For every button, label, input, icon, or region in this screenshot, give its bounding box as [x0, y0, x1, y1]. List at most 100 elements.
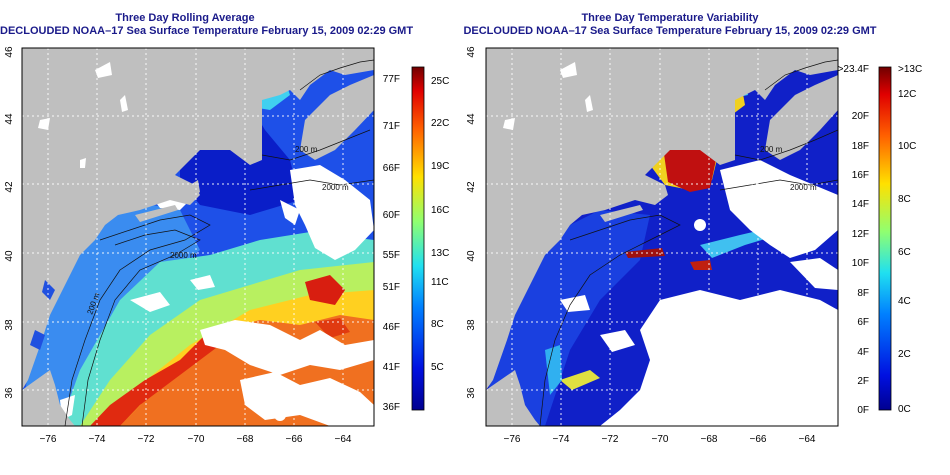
- left-grid: [22, 48, 374, 426]
- left-contour-label-200m-a: 200 m: [295, 145, 318, 154]
- left-y-tick: 44: [4, 113, 15, 125]
- left-x-tick: −70: [188, 434, 205, 445]
- left-x-axis: −76 −74 −72 −70 −68 −66 −64: [40, 434, 352, 445]
- left-cb-c-label: 13C: [431, 248, 449, 259]
- right-cb-c-label: 0C: [898, 404, 911, 415]
- right-y-tick: 38: [466, 319, 477, 331]
- left-cb-f-label: 36F: [383, 402, 400, 413]
- right-cb-c-label: 12C: [898, 89, 916, 100]
- right-land-long-island: [600, 205, 643, 222]
- left-land-long-island: [135, 205, 178, 222]
- right-cb-f-label: 4F: [857, 347, 869, 358]
- left-cb-f-label: 55F: [383, 250, 400, 261]
- left-land-mainland: [22, 48, 374, 390]
- left-x-tick: −72: [138, 434, 155, 445]
- right-front-streak-3: [700, 228, 775, 258]
- right-cb-f-label: 0F: [857, 405, 869, 416]
- left-y-tick: 36: [4, 387, 15, 399]
- left-warm-eddy-2: [315, 318, 350, 338]
- right-colorbar-gradient: [878, 66, 892, 411]
- left-contour-label-2000m-b: 2000 m: [170, 251, 197, 260]
- left-cb-c-label: 8C: [431, 319, 444, 330]
- right-x-axis: −76 −74 −72 −70 −68 −66 −64: [504, 434, 816, 445]
- right-cb-c-label: 10C: [898, 141, 916, 152]
- left-map: 200 m 2000 m 200 m 2000 m: [22, 48, 374, 426]
- right-front-streak-2: [690, 260, 712, 270]
- left-cb-c-label: 11C: [431, 277, 449, 288]
- right-cyan-trail: [545, 345, 562, 395]
- right-title: Three Day Temperature Variability DECLOU…: [400, 12, 940, 38]
- left-y-tick: 42: [4, 181, 15, 193]
- left-y-tick: 46: [4, 46, 15, 58]
- right-cb-f-label: 16F: [852, 170, 869, 181]
- left-land-nova-scotia: [300, 75, 374, 160]
- right-cb-c-label: >13C: [898, 64, 922, 75]
- right-y-tick: 44: [466, 113, 477, 125]
- left-cb-c-label: 22C: [431, 118, 449, 129]
- left-cb-c-label: 16C: [431, 205, 449, 216]
- left-cb-c-label: 5C: [431, 362, 444, 373]
- right-y-tick: 40: [466, 250, 477, 262]
- left-x-tick: −66: [286, 434, 303, 445]
- right-colorbar: >23.4F 20F 18F 16F 14F 12F 10F 8F 6F 4F …: [838, 64, 923, 416]
- right-cb-c-label: 6C: [898, 247, 911, 258]
- left-cb-f-label: 77F: [383, 74, 400, 85]
- left-x-tick: −64: [335, 434, 352, 445]
- right-y-tick: 36: [466, 387, 477, 399]
- right-cb-f-label: 6F: [857, 317, 869, 328]
- right-land-nova-scotia: [765, 75, 838, 160]
- right-cb-c-label: 2C: [898, 349, 911, 360]
- left-map-frame: [21, 47, 375, 427]
- right-cb-f-label: 12F: [852, 229, 869, 240]
- left-cb-f-label: 41F: [383, 362, 400, 373]
- right-cb-f-label: 20F: [852, 111, 869, 122]
- left-cb-f-label: 60F: [383, 210, 400, 221]
- right-map: 200 m 2000 m: [486, 48, 838, 426]
- right-front-streak: [625, 248, 665, 258]
- left-bays: [30, 280, 55, 350]
- left-cb-f-label: 71F: [383, 121, 400, 132]
- right-x-tick: −68: [701, 434, 718, 445]
- right-contours: [539, 59, 838, 426]
- right-land-southern: [486, 370, 540, 426]
- left-colorbar-gradient: [411, 66, 425, 411]
- right-y-axis: 46 44 42 40 38 36: [466, 46, 477, 399]
- left-y-axis: 46 44 42 40 38 36: [4, 46, 15, 399]
- left-colorbar: 77F 71F 66F 60F 55F 51F 46F 41F 36F 25C …: [383, 66, 449, 413]
- right-contour-label-200m: 200 m: [760, 145, 783, 154]
- left-cb-f-label: 66F: [383, 163, 400, 174]
- right-cb-f-label: 2F: [857, 376, 869, 387]
- left-gulf-stream-core: [90, 322, 235, 426]
- right-cb-f-label: 14F: [852, 199, 869, 210]
- left-y-tick: 38: [4, 319, 15, 331]
- left-x-tick: −76: [40, 434, 57, 445]
- left-title-line2: DECLOUDED NOAA–17 Sea Surface Temperatur…: [0, 25, 414, 37]
- right-x-tick: −66: [750, 434, 767, 445]
- right-title-line1: Three Day Temperature Variability: [581, 12, 759, 24]
- right-x-tick: −76: [504, 434, 521, 445]
- left-x-tick: −68: [237, 434, 254, 445]
- right-cb-f-label: 8F: [857, 288, 869, 299]
- left-x-tick: −74: [89, 434, 106, 445]
- left-warm-eddy: [305, 275, 345, 305]
- right-cb-c-label: 4C: [898, 296, 911, 307]
- right-cb-f-label: >23.4F: [838, 64, 869, 75]
- right-grid: [486, 48, 838, 426]
- right-y-tick: 46: [466, 46, 477, 58]
- left-contour-label-2000m-a: 2000 m: [322, 183, 349, 192]
- right-x-tick: −74: [553, 434, 570, 445]
- right-x-tick: −64: [799, 434, 816, 445]
- left-title: Three Day Rolling Average DECLOUDED NOAA…: [0, 12, 414, 38]
- left-lakes: [38, 62, 128, 168]
- left-cb-c-label: 19C: [431, 161, 449, 172]
- right-map-frame: [485, 47, 839, 427]
- left-contours: [64, 59, 374, 426]
- right-land-mainland: [486, 48, 838, 390]
- left-y-tick: 40: [4, 250, 15, 262]
- right-y-tick: 42: [466, 181, 477, 193]
- right-front-streak-4: [560, 370, 600, 390]
- right-x-tick: −72: [602, 434, 619, 445]
- right-title-line2: DECLOUDED NOAA–17 Sea Surface Temperatur…: [463, 25, 877, 37]
